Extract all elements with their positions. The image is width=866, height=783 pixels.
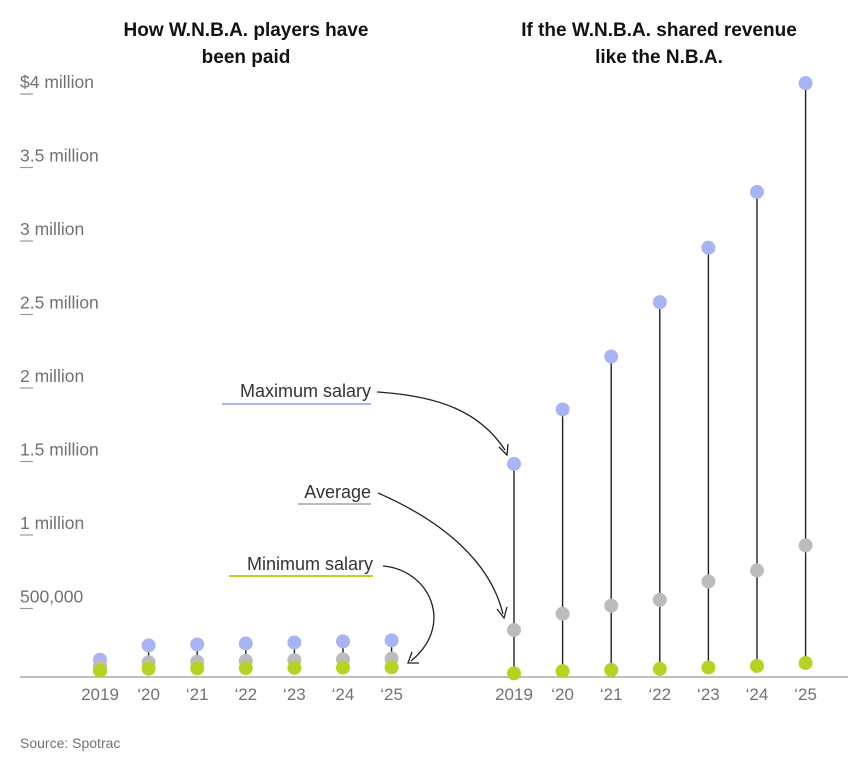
annotation-max-arrow [376,391,506,451]
x-tick-label: 2019 [81,685,119,704]
annotation-max-arrowhead [498,443,509,457]
right-panel-title-line1: If the W.N.B.A. shared revenue [521,20,797,41]
point-avg-shared-0 [507,622,521,637]
point-min-shared-2 [604,662,619,677]
point-min-shared-1 [555,664,570,679]
point-max-shared-6 [798,76,813,91]
data-points [93,76,813,681]
point-avg-shared-6 [798,538,813,553]
annotation-average: Average [298,482,508,620]
x-tick-label: 2019 [495,685,533,704]
x-axis-ticks: 2019 ‘20 ‘21 ‘22 ‘23 ‘24 ‘25 2019 ‘20 ‘21 ‘22 ‘23 ‘2… [81,685,817,704]
x-tick-label: ‘25 [794,685,817,704]
y-tick-label: 3 million [20,219,84,239]
stems [99,83,807,674]
annotation-avg-label: Average [304,482,371,502]
annotation-min-label: Minimum salary [247,554,373,574]
point-max-actual-2 [190,637,205,652]
point-avg-shared-1 [555,606,570,621]
point-max-shared-5 [750,184,764,199]
x-tick-label: ‘21 [186,685,209,704]
point-avg-shared-3 [652,592,667,607]
point-min-shared-6 [798,656,813,671]
annotation-maximum-salary: Maximum salary [222,381,509,457]
point-avg-shared-4 [701,574,716,589]
point-min-actual-0 [93,663,107,678]
y-tick-label: 2 million [20,366,84,386]
annotation-min-arrow [382,565,435,662]
point-max-actual-6 [384,633,399,648]
y-axis-ticks: 500,000 1 million 1.5 million 2 million 2.5 … [20,72,99,610]
point-max-shared-0 [507,456,521,471]
point-max-actual-4 [287,635,302,650]
point-min-actual-1 [141,661,156,676]
right-panel-title-line2: like the N.B.A. [595,47,723,68]
x-tick-label: ‘21 [600,685,623,704]
x-tick-label: ‘23 [283,685,306,704]
point-min-actual-3 [238,661,253,676]
x-tick-label: ‘22 [648,685,671,704]
y-tick-label: 500,000 [20,587,84,607]
point-max-shared-2 [604,349,619,364]
annotation-minimum-salary: Minimum salary [229,554,435,664]
x-tick-label: ‘24 [332,685,355,704]
point-avg-shared-5 [750,563,764,578]
x-tick-label: ‘24 [746,685,769,704]
x-tick-label: ‘20 [551,685,574,704]
point-min-actual-4 [287,660,302,675]
point-min-shared-4 [701,660,716,675]
left-panel-title-line1: How W.N.B.A. players have [124,20,369,41]
point-min-actual-5 [336,660,350,675]
left-panel-title-line2: been paid [202,47,291,68]
annotation-min-arrowhead [407,651,419,664]
source-note: Source: Spotrac [20,735,120,751]
annotation-avg-arrow [377,492,504,615]
point-min-shared-5 [750,658,764,673]
point-min-shared-3 [652,661,667,676]
point-max-shared-3 [652,295,667,310]
annotation-max-label: Maximum salary [240,381,371,401]
y-tick-label: 1 million [20,513,84,533]
x-tick-label: ‘22 [234,685,257,704]
point-max-shared-4 [701,240,716,255]
x-tick-label: ‘23 [697,685,720,704]
point-max-actual-1 [141,638,156,653]
x-tick-label: ‘20 [137,685,160,704]
point-max-shared-1 [555,402,570,417]
point-min-shared-0 [507,666,521,681]
point-min-actual-2 [190,661,205,676]
point-min-actual-6 [384,660,399,675]
x-tick-label: ‘25 [380,685,403,704]
y-tick-label: 2.5 million [20,293,99,313]
y-tick-label: 3.5 million [20,146,99,166]
point-avg-shared-2 [604,598,619,613]
point-max-actual-3 [238,636,253,651]
y-tick-label: $4 million [20,72,94,92]
point-max-actual-5 [336,634,350,649]
y-tick-label: 1.5 million [20,440,99,460]
annotation-avg-arrowhead [496,606,508,620]
